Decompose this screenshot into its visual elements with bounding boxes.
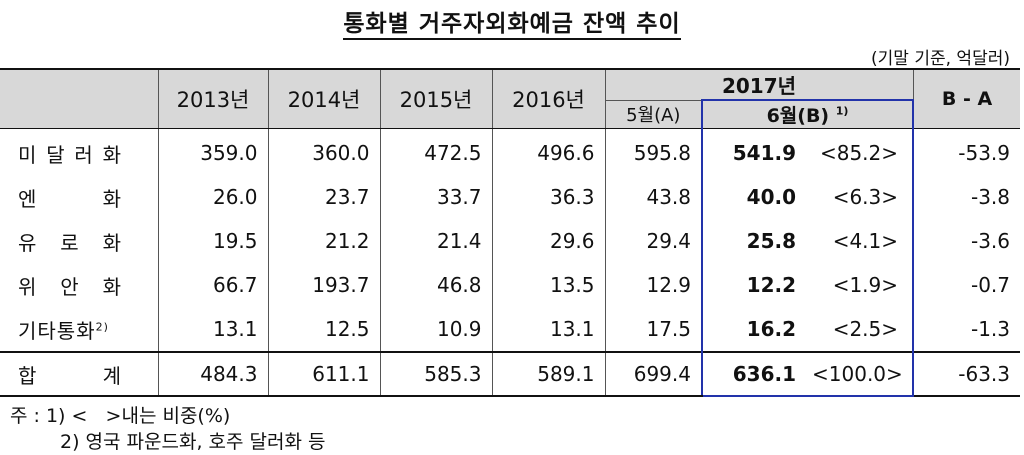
cell-2015: 585.3 xyxy=(380,351,493,397)
cell-june: 40.0 <6.3> xyxy=(700,175,915,219)
cell-june: 16.2 <2.5> xyxy=(700,307,915,352)
cell-2014: 193.7 xyxy=(268,263,381,307)
cell-2015: 21.4 xyxy=(380,219,493,263)
cell-b-minus-a: -3.8 xyxy=(970,185,1011,209)
row-label: 기타통화2) xyxy=(0,307,159,352)
table-row: 엔 화 26.0 23.7 33.7 36.3 43.8 40.0 <6.3> -3.8 xyxy=(0,175,1020,219)
header-2017: 2017년 xyxy=(605,68,914,101)
header-may: 5월(A) xyxy=(605,100,703,129)
cell-2016: 29.6 xyxy=(492,219,606,263)
cell-2015: 10.9 xyxy=(380,307,493,352)
june-value: 541.9 xyxy=(732,141,797,165)
table-row: 합 계 484.3 611.1 585.3 589.1 699.4 636.1 <100.0> -… xyxy=(0,351,1021,397)
cell-may: 595.8 xyxy=(605,128,703,175)
unit-note: (기말 기준, 억달러) xyxy=(871,49,1010,69)
cell-2013: 13.1 xyxy=(158,307,269,352)
june-value: 16.2 xyxy=(746,317,797,341)
june-share: <100.0> xyxy=(812,362,903,386)
june-value: 25.8 xyxy=(746,229,797,253)
june-share: <1.9> xyxy=(832,273,899,297)
table-row: 위 안 화 66.7 193.7 46.8 13.5 12.9 12.2 <1.9> -0.7 xyxy=(0,263,1020,307)
footnote-2: 2) 영국 파운드화, 호주 달러화 등 xyxy=(60,431,326,453)
cell-2013: 359.0 xyxy=(158,128,269,175)
header-2014: 2014년 xyxy=(268,68,381,129)
cell-2015: 46.8 xyxy=(380,263,493,307)
cell-b-minus-a: -0.7 xyxy=(970,273,1011,297)
cell-2013: 66.7 xyxy=(158,263,269,307)
cell-2016: 496.6 xyxy=(492,128,606,175)
cell-b-minus-a: -53.9 xyxy=(958,141,1011,165)
cell-2013: 484.3 xyxy=(158,351,269,397)
header-blank xyxy=(0,68,159,129)
cell-may: 12.9 xyxy=(605,263,703,307)
cell-2016: 13.5 xyxy=(492,263,606,307)
june-value: 636.1 xyxy=(732,362,797,386)
june-share: <4.1> xyxy=(832,229,899,253)
june-share: <2.5> xyxy=(832,317,899,341)
cell-b-minus-a: -3.6 xyxy=(970,229,1011,253)
june-value: 12.2 xyxy=(746,273,797,297)
cell-may: 17.5 xyxy=(605,307,703,352)
cell-june: 12.2 <1.9> xyxy=(700,263,915,307)
cell-2016: 13.1 xyxy=(492,307,606,352)
cell-2014: 21.2 xyxy=(268,219,381,263)
header-june: 6월(B) 1) xyxy=(700,99,915,129)
cell-2015: 472.5 xyxy=(380,128,493,175)
table-row: 유 로 화 19.5 21.2 21.4 29.6 29.4 25.8 <4.1> -3.6 xyxy=(0,219,1020,263)
cell-june: 636.1 <100.0> xyxy=(700,351,915,397)
table-row: 기타통화2) 13.1 12.5 10.9 13.1 17.5 16.2 <2.5> -1.3 xyxy=(0,307,1020,352)
header-2013: 2013년 xyxy=(158,68,269,129)
footnote-1: 주 : 1) < >내는 비중(%) xyxy=(10,405,231,427)
cell-2014: 23.7 xyxy=(268,175,381,219)
table-title: 통화별 거주자외화예금 잔액 추이 xyxy=(0,4,1024,40)
cell-2015: 33.7 xyxy=(380,175,493,219)
june-share: <6.3> xyxy=(832,185,899,209)
header-2015: 2015년 xyxy=(380,68,493,129)
cell-2013: 19.5 xyxy=(158,219,269,263)
june-share: <85.2> xyxy=(819,141,899,165)
cell-may: 699.4 xyxy=(605,351,703,397)
cell-may: 29.4 xyxy=(605,219,703,263)
cell-b-minus-a: -1.3 xyxy=(970,317,1011,341)
cell-2016: 589.1 xyxy=(492,351,606,397)
cell-b-minus-a: -63.3 xyxy=(913,351,1021,397)
deposit-table: 2013년 2014년 2015년 2016년 2017년 B - A 5월(A… xyxy=(0,68,1021,397)
cell-june: 541.9 <85.2> xyxy=(700,128,915,175)
header-b-minus-a: B - A xyxy=(912,68,1021,129)
table-row: 미 달 러 화 359.0 360.0 472.5 496.6 595.8 541.9 <85.2>… xyxy=(0,128,1020,175)
cell-2016: 36.3 xyxy=(492,175,606,219)
cell-may: 43.8 xyxy=(605,175,703,219)
june-value: 40.0 xyxy=(746,185,797,209)
cell-2014: 360.0 xyxy=(268,128,381,175)
cell-june: 25.8 <4.1> xyxy=(700,219,915,263)
cell-2014: 611.1 xyxy=(268,351,381,397)
cell-2013: 26.0 xyxy=(158,175,269,219)
header-2016: 2016년 xyxy=(492,68,606,129)
cell-2014: 12.5 xyxy=(268,307,381,352)
